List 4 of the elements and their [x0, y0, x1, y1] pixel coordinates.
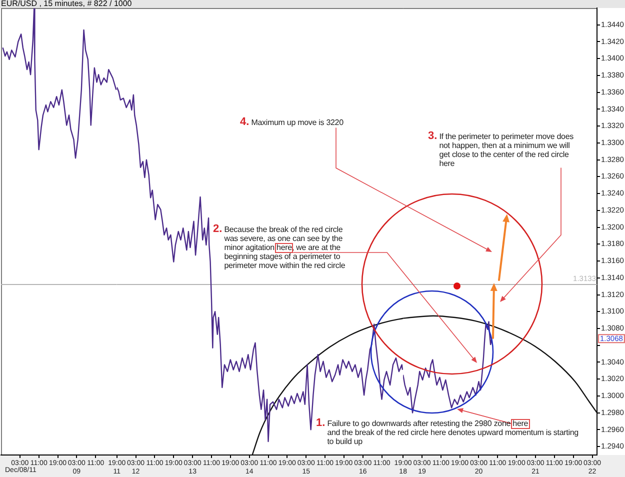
text: 3. If the perimeter to perimeter move does not happen, then at a minimum we will get close to the center of the red circle here — [428, 130, 574, 168]
chart-title: EUR/USD , 15 minutes, # 822 / 1000 — [1, 0, 132, 8]
annotation: 4. Maximum up move is 3220 — [240, 116, 344, 128]
text: 1. Failure to go downwards after retesting the 2980 zone here and the break of the red circle here denotes upward momentum is starting to build up — [316, 417, 578, 446]
